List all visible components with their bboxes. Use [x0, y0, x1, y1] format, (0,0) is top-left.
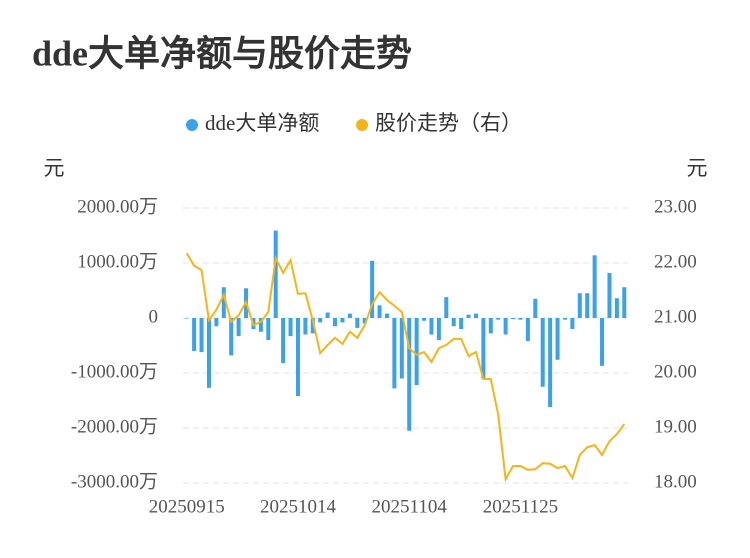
- legend-label: dde大单净额: [205, 111, 319, 135]
- bar: [399, 318, 404, 379]
- bar: [347, 313, 352, 318]
- bar: [496, 318, 501, 320]
- y-tick-label: -3000.00万: [71, 471, 158, 492]
- bar: [258, 318, 263, 332]
- bar: [407, 318, 412, 431]
- y-axis-label: 元: [44, 156, 65, 180]
- bar: [362, 318, 367, 324]
- bar: [436, 318, 441, 340]
- bar: [370, 260, 375, 318]
- bar: [266, 318, 271, 340]
- bar: [392, 318, 397, 389]
- bar: [184, 318, 189, 319]
- y2-tick-label: 20.00: [654, 361, 697, 382]
- y2-tick-label: 23.00: [654, 196, 697, 217]
- bar: [429, 318, 434, 335]
- bar: [236, 318, 241, 337]
- bar: [303, 318, 308, 335]
- bar: [562, 318, 567, 320]
- bar: [333, 318, 338, 327]
- bar: [229, 318, 234, 356]
- bar: [310, 318, 315, 334]
- bar: [518, 318, 523, 320]
- bar: [192, 318, 197, 351]
- bar: [377, 305, 382, 318]
- y-tick-label: 0: [149, 306, 159, 327]
- bar: [548, 318, 553, 408]
- x-tick-label: 20251104: [372, 496, 448, 517]
- bar: [459, 318, 464, 329]
- bar: [511, 318, 516, 320]
- y-tick-label: -2000.00万: [71, 416, 158, 437]
- legend-label: 股价走势（右）: [375, 111, 522, 135]
- bar: [481, 318, 486, 379]
- bar: [614, 298, 619, 318]
- bar: [444, 297, 449, 318]
- bar: [281, 318, 286, 364]
- bar: [488, 318, 493, 334]
- bar: [585, 293, 590, 318]
- bar: [607, 272, 612, 318]
- bar: [206, 318, 211, 388]
- bar: [540, 318, 545, 387]
- bar: [570, 318, 575, 329]
- y2-tick-label: 21.00: [654, 306, 697, 327]
- y2-tick-label: 18.00: [654, 471, 697, 492]
- bar: [600, 318, 605, 366]
- bar: [355, 318, 360, 328]
- legend-marker: [186, 119, 198, 131]
- bar: [273, 230, 278, 318]
- x-tick-label: 20251014: [260, 496, 337, 517]
- bar: [451, 318, 456, 327]
- y-tick-label: 1000.00万: [77, 251, 158, 272]
- bar: [414, 318, 419, 386]
- y-tick-label: 2000.00万: [77, 196, 158, 217]
- bar: [340, 318, 345, 323]
- bar: [473, 313, 478, 318]
- legend-marker: [356, 119, 368, 131]
- bar: [555, 318, 560, 360]
- y2-axis-label: 元: [687, 156, 708, 180]
- bar: [622, 287, 627, 318]
- bar: [592, 255, 597, 318]
- x-tick-label: 20250915: [149, 496, 225, 517]
- y-tick-label: -1000.00万: [71, 361, 158, 382]
- bar: [295, 318, 300, 397]
- bar: [466, 314, 471, 318]
- y2-tick-label: 19.00: [654, 416, 697, 437]
- bar: [221, 287, 226, 318]
- chart-title: dde大单净额与股价走势: [32, 33, 412, 73]
- bar: [288, 318, 293, 337]
- bar: [325, 312, 330, 318]
- y2-tick-label: 22.00: [654, 251, 697, 272]
- bar: [422, 318, 427, 321]
- bar: [503, 318, 508, 335]
- bar: [577, 293, 582, 318]
- x-tick-label: 20251125: [483, 496, 558, 517]
- bar: [199, 318, 204, 353]
- bar: [533, 298, 538, 318]
- bar: [214, 318, 219, 327]
- bar: [318, 318, 323, 323]
- bar: [525, 318, 530, 342]
- price-line: [185, 252, 626, 483]
- bar: [384, 313, 389, 318]
